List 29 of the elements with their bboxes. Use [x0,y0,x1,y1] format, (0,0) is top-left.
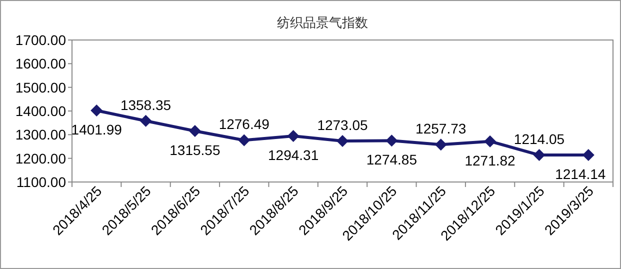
data-label: 1271.82 [464,152,516,168]
data-label: 1214.05 [514,131,565,148]
data-label: 1294.31 [268,147,319,164]
y-tick-label: 1400.00 [15,103,66,119]
point [434,138,447,151]
data-label: 1257.73 [416,120,466,137]
y-tick-label: 1100.00 [16,174,66,190]
y-tick-label: 1500.00 [15,79,66,96]
data-label: 1358.35 [120,96,172,113]
point [90,104,103,117]
data-label: 1315.55 [170,142,220,158]
point [386,134,398,147]
data-label: 1214.14 [555,166,606,182]
point [238,134,250,146]
y-tick-label: 1200.00 [15,150,66,166]
data-label: 1273.05 [317,117,368,134]
point [140,114,152,127]
point [287,130,300,142]
y-tick-label: 1700.00 [15,32,66,48]
point [484,135,496,148]
y-tick-label: 1300.00 [15,126,66,143]
data-label: 1401.99 [71,122,122,138]
point [188,124,201,137]
data-label: 1274.85 [366,152,418,168]
chart-title: 纺织品景气指数 [277,15,368,30]
point [533,149,546,162]
y-tick-label: 1600.00 [15,56,66,72]
data-label: 1276.49 [218,116,270,132]
point [336,135,348,148]
